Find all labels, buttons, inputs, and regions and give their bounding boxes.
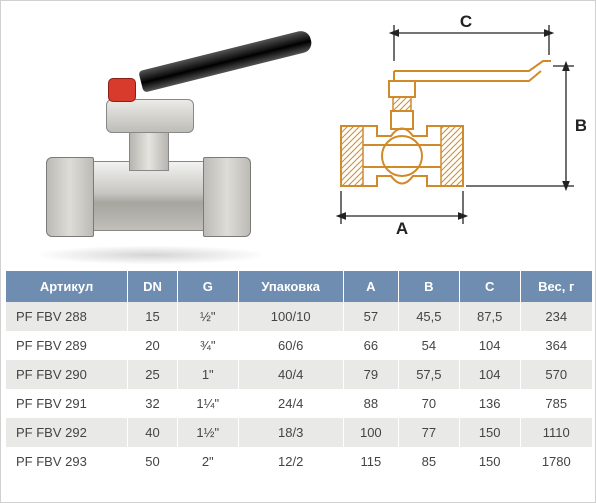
figure-row: C A [1,1,596,261]
dimension-diagram: C A [331,11,586,251]
cell-c: 104 [459,331,520,360]
cell-weight: 1780 [520,447,592,476]
cell-pkg: 40/4 [238,360,343,389]
cell-a: 66 [343,331,398,360]
cell-dn: 25 [128,360,178,389]
col-header-c: C [459,271,520,302]
cell-g: 1" [177,360,238,389]
cell-b: 54 [398,331,459,360]
valve-cap [108,78,136,102]
cell-article: PF FBV 290 [6,360,128,389]
col-header-weight: Вес, г [520,271,592,302]
cell-pkg: 100/10 [238,302,343,331]
cell-c: 150 [459,447,520,476]
cell-a: 100 [343,418,398,447]
cell-weight: 570 [520,360,592,389]
cell-weight: 364 [520,331,592,360]
cell-a: 79 [343,360,398,389]
cell-pkg: 12/2 [238,447,343,476]
cell-g: 1½" [177,418,238,447]
cell-article: PF FBV 293 [6,447,128,476]
cell-g: ¾" [177,331,238,360]
cell-dn: 40 [128,418,178,447]
cell-weight: 785 [520,389,592,418]
cell-a: 115 [343,447,398,476]
spec-table: АртикулDNGУпаковкаABCВес, г PF FBV 28815… [6,271,592,476]
dim-c-label: C [460,12,472,31]
cell-b: 85 [398,447,459,476]
cell-a: 88 [343,389,398,418]
cell-article: PF FBV 292 [6,418,128,447]
product-photo [11,21,311,261]
cell-g: 2" [177,447,238,476]
cell-b: 45,5 [398,302,459,331]
cell-article: PF FBV 289 [6,331,128,360]
valve-handle [138,29,313,93]
col-header-pkg: Упаковка [238,271,343,302]
table-body: PF FBV 28815½"100/105745,587,5234PF FBV … [6,302,592,476]
dim-a-label: A [396,219,408,238]
cell-c: 104 [459,360,520,389]
col-header-article: Артикул [6,271,128,302]
cell-article: PF FBV 288 [6,302,128,331]
cell-c: 150 [459,418,520,447]
table-row: PF FBV 293502"12/2115851501780 [6,447,592,476]
cell-pkg: 60/6 [238,331,343,360]
cell-a: 57 [343,302,398,331]
cell-c: 87,5 [459,302,520,331]
dim-b-label: B [575,116,586,135]
cell-dn: 15 [128,302,178,331]
table-row: PF FBV 290251"40/47957,5104570 [6,360,592,389]
col-header-dn: DN [128,271,178,302]
table-row: PF FBV 28920¾"60/66654104364 [6,331,592,360]
table-row: PF FBV 291321¼"24/48870136785 [6,389,592,418]
col-header-b: B [398,271,459,302]
cell-dn: 50 [128,447,178,476]
cell-g: 1¼" [177,389,238,418]
cell-weight: 1110 [520,418,592,447]
cell-g: ½" [177,302,238,331]
cell-article: PF FBV 291 [6,389,128,418]
table-header-row: АртикулDNGУпаковкаABCВес, г [6,271,592,302]
cell-dn: 32 [128,389,178,418]
cell-pkg: 24/4 [238,389,343,418]
cell-b: 70 [398,389,459,418]
table-row: PF FBV 28815½"100/105745,587,5234 [6,302,592,331]
cell-b: 77 [398,418,459,447]
col-header-g: G [177,271,238,302]
cell-weight: 234 [520,302,592,331]
cell-pkg: 18/3 [238,418,343,447]
table-row: PF FBV 292401½"18/3100771501110 [6,418,592,447]
cell-c: 136 [459,389,520,418]
cell-b: 57,5 [398,360,459,389]
cell-dn: 20 [128,331,178,360]
col-header-a: A [343,271,398,302]
